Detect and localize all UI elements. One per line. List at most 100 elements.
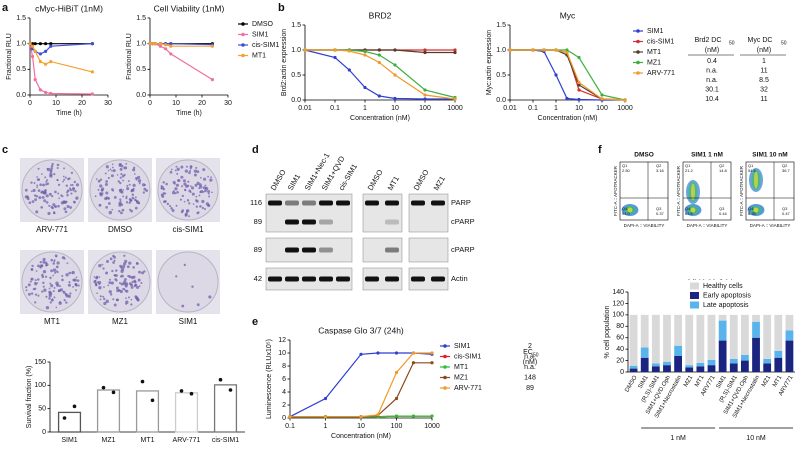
colony bbox=[56, 271, 59, 274]
blot-band bbox=[385, 200, 399, 206]
legend-label: cis-SIM1 bbox=[252, 42, 279, 49]
colony bbox=[120, 282, 124, 286]
colony bbox=[27, 292, 31, 296]
colony bbox=[43, 191, 47, 195]
y-tick-label: 0.5 bbox=[291, 72, 301, 79]
colony bbox=[119, 181, 122, 185]
colony bbox=[107, 176, 110, 180]
colony bbox=[108, 278, 111, 281]
colony bbox=[30, 278, 33, 280]
x-tick-label: MT1 bbox=[772, 374, 784, 388]
colony bbox=[135, 177, 138, 180]
colony bbox=[49, 169, 53, 172]
table-header-sub: 50 bbox=[781, 40, 787, 46]
blot-band bbox=[302, 219, 316, 225]
colony bbox=[187, 180, 190, 183]
colony bbox=[59, 301, 62, 304]
replicate-point bbox=[150, 398, 155, 403]
colony bbox=[207, 203, 211, 208]
colony bbox=[121, 174, 125, 178]
blot-band bbox=[365, 200, 379, 206]
colony bbox=[70, 171, 74, 174]
x-tick-label: 100 bbox=[391, 423, 403, 430]
colony bbox=[176, 190, 179, 194]
data-point bbox=[377, 94, 381, 98]
flow-title: SIM1 10 nM bbox=[752, 152, 787, 159]
colony bbox=[191, 192, 195, 196]
colony bbox=[73, 201, 76, 204]
replicate-point bbox=[228, 388, 233, 392]
colony bbox=[138, 182, 141, 185]
colony bbox=[75, 276, 78, 279]
colony bbox=[125, 302, 128, 305]
data-point bbox=[151, 42, 155, 46]
series-line bbox=[305, 49, 456, 100]
table-header: Brd2 DC bbox=[695, 37, 722, 44]
x-tick-label: MZ1 bbox=[102, 437, 116, 444]
colony bbox=[42, 183, 46, 187]
colony bbox=[48, 204, 51, 207]
colony bbox=[184, 169, 189, 173]
replicate-point bbox=[140, 379, 145, 384]
colony bbox=[72, 285, 74, 288]
colony bbox=[56, 261, 60, 265]
colony bbox=[95, 276, 99, 280]
quadrant-value: 3.16 bbox=[656, 168, 665, 173]
colony bbox=[170, 207, 173, 210]
lane-label: DMSO bbox=[269, 168, 288, 192]
table-cell: 10.4 bbox=[705, 96, 719, 103]
series-line bbox=[290, 352, 432, 418]
x-tick-label: 0 bbox=[28, 100, 32, 107]
colony bbox=[48, 297, 51, 300]
y-axis-label: Luminescence (RLUx10⁵) bbox=[266, 339, 273, 419]
colony bbox=[48, 294, 52, 298]
y-tick-label: 1.0 bbox=[291, 47, 301, 54]
x-tick-label: 0.1 bbox=[330, 105, 340, 112]
colony bbox=[183, 263, 186, 267]
colony bbox=[102, 267, 105, 270]
colony bbox=[132, 275, 136, 279]
legend-marker bbox=[241, 22, 245, 26]
bar-segment bbox=[729, 358, 738, 364]
bar-segment bbox=[663, 361, 671, 366]
colony bbox=[54, 190, 57, 194]
colony bbox=[126, 184, 129, 187]
colony bbox=[124, 277, 127, 281]
quadrant-name: Q3 bbox=[782, 206, 788, 211]
colony bbox=[107, 169, 110, 172]
colony bbox=[118, 203, 122, 207]
colony bbox=[121, 208, 125, 212]
colony bbox=[31, 200, 35, 204]
data-point bbox=[430, 351, 434, 355]
blot-band bbox=[411, 276, 425, 282]
colony bbox=[99, 298, 102, 301]
colony bbox=[97, 188, 100, 191]
bar-segment bbox=[696, 314, 705, 363]
colony bbox=[190, 165, 193, 168]
data-point bbox=[49, 42, 53, 46]
colony bbox=[63, 178, 66, 181]
colony bbox=[130, 298, 133, 301]
colony bbox=[42, 285, 45, 288]
bar-segment bbox=[774, 357, 783, 372]
bar-segment bbox=[629, 368, 638, 372]
colony bbox=[46, 167, 51, 172]
colony bbox=[28, 201, 32, 205]
chart-title: Cell Viability (1nM) bbox=[154, 3, 225, 13]
colony bbox=[203, 177, 207, 181]
bar-segment bbox=[685, 314, 694, 366]
blot-panel bbox=[362, 267, 403, 291]
quadrant-value: 21.2 bbox=[685, 168, 694, 173]
colony bbox=[174, 192, 177, 195]
colony bbox=[51, 162, 54, 166]
colony bbox=[107, 284, 110, 287]
legend-bg bbox=[688, 280, 758, 311]
blot-band bbox=[431, 200, 445, 206]
data-point bbox=[394, 370, 399, 375]
colony bbox=[209, 178, 213, 182]
data-point bbox=[30, 44, 35, 48]
colony bbox=[99, 184, 103, 188]
colony bbox=[40, 191, 43, 194]
colony bbox=[175, 165, 178, 168]
y-axis-label: Brd2:actin expression bbox=[281, 29, 288, 96]
